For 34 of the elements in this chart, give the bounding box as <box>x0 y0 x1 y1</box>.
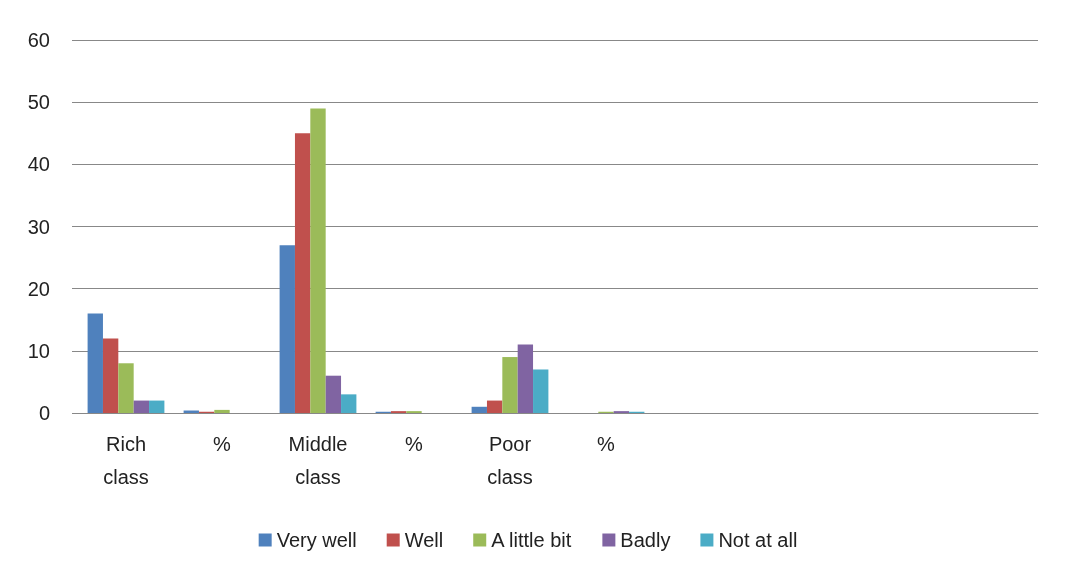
bar <box>149 400 165 413</box>
bar <box>533 369 549 413</box>
legend-label: Very well <box>276 529 357 551</box>
bar <box>87 313 103 413</box>
bar <box>471 406 487 413</box>
legend-label: Well <box>404 529 444 551</box>
y-tick-label: 40 <box>27 153 50 176</box>
x-tick-label: % <box>213 432 232 455</box>
bar <box>502 357 518 413</box>
bar <box>341 394 357 413</box>
y-tick-label: 50 <box>27 91 50 114</box>
x-tick-label: % <box>597 432 616 455</box>
bar <box>118 363 134 413</box>
legend-label: Not at all <box>718 529 798 551</box>
legend-label: A little bit <box>491 529 572 551</box>
bar <box>214 409 230 413</box>
bar <box>517 344 534 413</box>
x-tick-label: Rich class <box>103 432 149 488</box>
y-tick-label: 60 <box>27 29 50 51</box>
bar <box>279 245 295 413</box>
legend-label: Badly <box>620 529 671 551</box>
bar <box>133 400 150 413</box>
y-tick-label: 10 <box>27 339 50 362</box>
y-tick-label: 0 <box>38 402 50 424</box>
x-tick-label: Middle class <box>288 432 348 488</box>
y-tick-label: 20 <box>27 277 50 300</box>
y-tick-label: 30 <box>27 215 50 238</box>
x-tick-label: Poor class <box>487 432 533 488</box>
bar <box>294 133 311 413</box>
bar <box>102 338 119 413</box>
bar <box>486 400 503 413</box>
bar <box>325 375 342 413</box>
bar <box>310 108 326 413</box>
x-tick-label: % <box>405 432 424 455</box>
